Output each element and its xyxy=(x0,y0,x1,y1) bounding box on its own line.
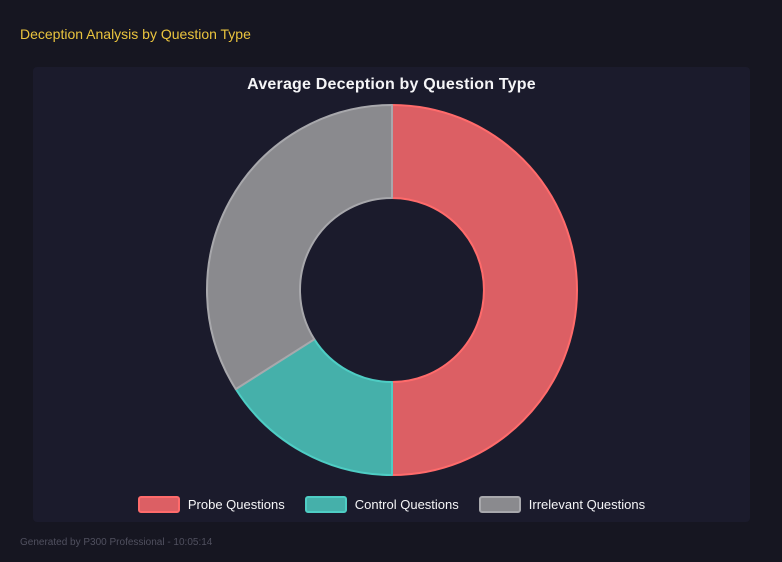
donut-segment-control-questions[interactable] xyxy=(234,338,393,476)
donut-segment-irrelevant-questions[interactable] xyxy=(206,104,393,391)
donut-segment-probe-questions[interactable] xyxy=(391,104,578,476)
legend-label: Control Questions xyxy=(354,497,459,512)
legend-label: Probe Questions xyxy=(187,497,285,512)
legend-label: Irrelevant Questions xyxy=(528,497,646,512)
footer-note: Generated by P300 Professional - 10:05:1… xyxy=(20,537,213,548)
doughnut-chart[interactable] xyxy=(192,90,592,490)
chart-title: Average Deception by Question Type xyxy=(247,76,536,93)
legend-swatch xyxy=(137,496,180,513)
legend-swatch xyxy=(304,496,347,513)
chart-legend: Probe Questions Control Questions Irreleva… xyxy=(33,496,750,513)
page-title: Deception Analysis by Question Type xyxy=(20,26,251,42)
legend-item-control-questions[interactable]: Control Questions xyxy=(304,496,459,513)
legend-swatch xyxy=(478,496,521,513)
chart-panel: Average Deception by Question Type Probe… xyxy=(33,67,750,522)
legend-item-irrelevant-questions[interactable]: Irrelevant Questions xyxy=(478,496,646,513)
legend-item-probe-questions[interactable]: Probe Questions xyxy=(137,496,285,513)
